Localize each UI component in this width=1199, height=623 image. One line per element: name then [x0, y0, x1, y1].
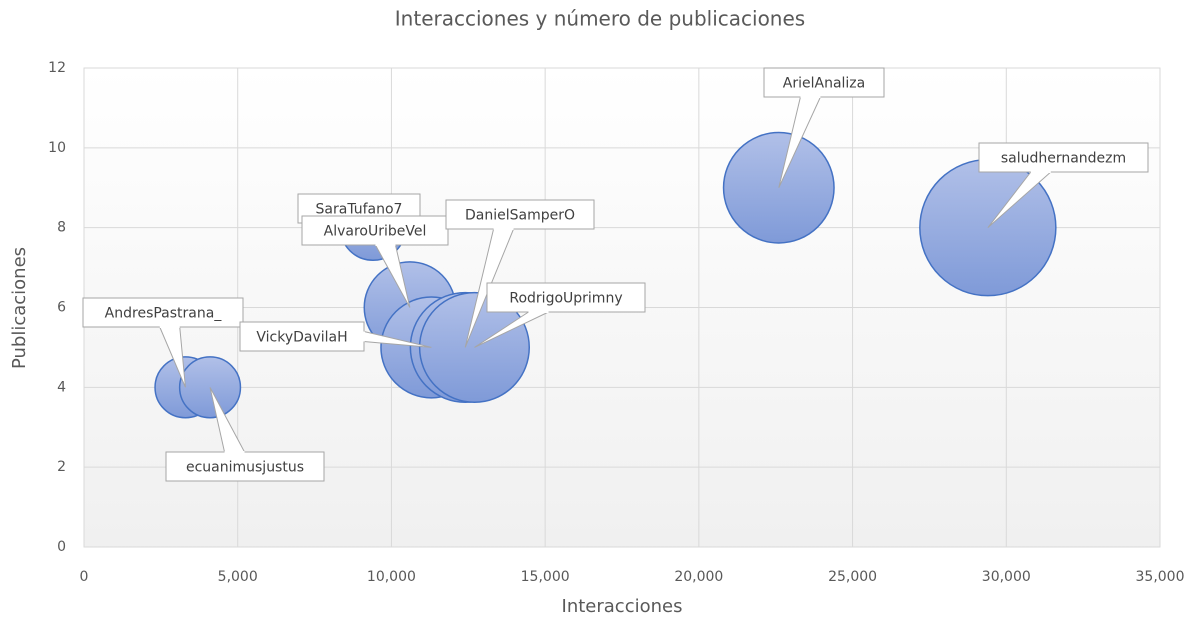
x-axis-label: Interacciones [562, 596, 683, 617]
y-axis-label: Publicaciones [9, 247, 30, 369]
data-label: ArielAnaliza [783, 76, 865, 92]
y-tick-label: 10 [48, 140, 66, 156]
callout-box [445, 199, 595, 230]
y-tick-label: 0 [57, 539, 66, 555]
x-tick-label: 15,000 [521, 569, 570, 585]
callout-box [486, 282, 646, 313]
x-tick-label: 0 [80, 569, 89, 585]
data-label: VickyDavilaH [256, 330, 347, 346]
x-tick-label: 10,000 [367, 569, 416, 585]
x-tick-label: 30,000 [982, 569, 1031, 585]
callout-box [239, 321, 365, 352]
data-label: DanielSamperO [465, 208, 575, 224]
data-label: RodrigoUprimny [509, 291, 622, 307]
data-label: saludhernandezm [1001, 151, 1126, 167]
data-label: AlvaroUribeVel [324, 224, 427, 240]
data-label: AndresPastrana_ [105, 306, 223, 322]
chart-title: Interacciones y número de publicaciones [395, 7, 805, 31]
y-tick-label: 8 [57, 220, 66, 236]
y-tick-label: 6 [57, 300, 66, 316]
data-label: SaraTufano7 [316, 202, 403, 218]
x-tick-label: 25,000 [828, 569, 877, 585]
callout-box [301, 215, 449, 246]
y-tick-label: 2 [57, 459, 66, 475]
data-label: ecuanimusjustus [186, 460, 304, 476]
x-tick-label: 5,000 [218, 569, 258, 585]
y-tick-label: 12 [48, 60, 66, 76]
x-tick-label: 20,000 [674, 569, 723, 585]
callout-box [763, 67, 885, 98]
y-tick-label: 4 [57, 379, 66, 395]
callout-box [165, 451, 325, 482]
callout-box [978, 142, 1149, 173]
x-tick-label: 35,000 [1136, 569, 1185, 585]
